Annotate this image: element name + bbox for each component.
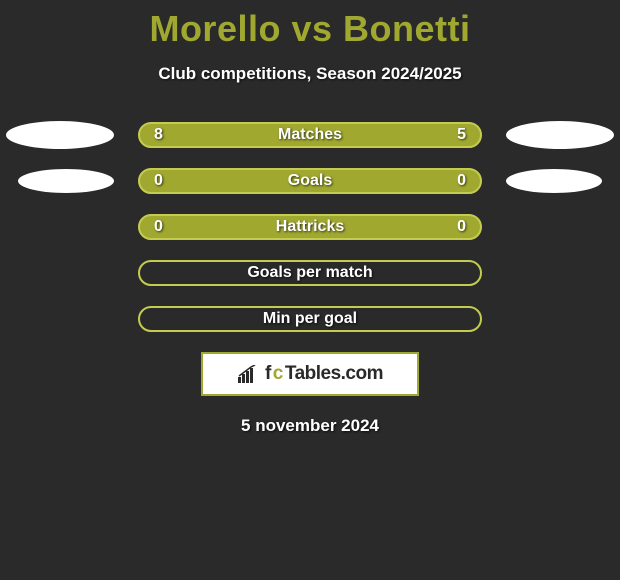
stat-row: 0 Hattricks 0 [138,214,482,240]
stat-label: Matches [278,126,342,144]
subtitle: Club competitions, Season 2024/2025 [0,64,620,84]
stat-right-value: 0 [457,172,466,190]
stat-left-value: 0 [154,218,163,236]
logo-box: fcTables.com [201,352,419,396]
date: 5 november 2024 [0,416,620,436]
logo-prefix: f [265,363,271,385]
stat-row: 8 Matches 5 [138,122,482,148]
stat-row: Goals per match [138,260,482,286]
title-player-right: Bonetti [343,8,470,49]
stat-label: Goals per match [247,264,372,282]
page-title: Morello vs Bonetti [0,0,620,50]
stat-right-value: 5 [457,126,466,144]
stat-bar: 0 Hattricks 0 [138,214,482,240]
avatar-placeholder-left [18,169,114,193]
title-vs: vs [291,8,332,49]
title-player-left: Morello [149,8,281,49]
avatar-placeholder-right [506,169,602,193]
chart-icon [237,365,259,383]
logo-accent: c [273,363,283,385]
stat-left-value: 0 [154,172,163,190]
stats-rows: 8 Matches 5 0 Goals 0 0 Hattricks 0 Goals per mat… [0,122,620,332]
stat-bar: 0 Goals 0 [138,168,482,194]
avatar-placeholder-right [506,121,614,149]
stat-bar: 8 Matches 5 [138,122,482,148]
logo: fcTables.com [237,363,383,385]
stat-label: Min per goal [263,310,357,328]
stat-bar: Goals per match [138,260,482,286]
avatar-placeholder-left [6,121,114,149]
logo-rest: Tables.com [285,363,383,385]
stat-label: Goals [288,172,332,190]
stat-label: Hattricks [276,218,344,236]
stat-left-value: 8 [154,126,163,144]
stat-row: 0 Goals 0 [138,168,482,194]
stat-right-value: 0 [457,218,466,236]
stat-row: Min per goal [138,306,482,332]
stat-bar: Min per goal [138,306,482,332]
